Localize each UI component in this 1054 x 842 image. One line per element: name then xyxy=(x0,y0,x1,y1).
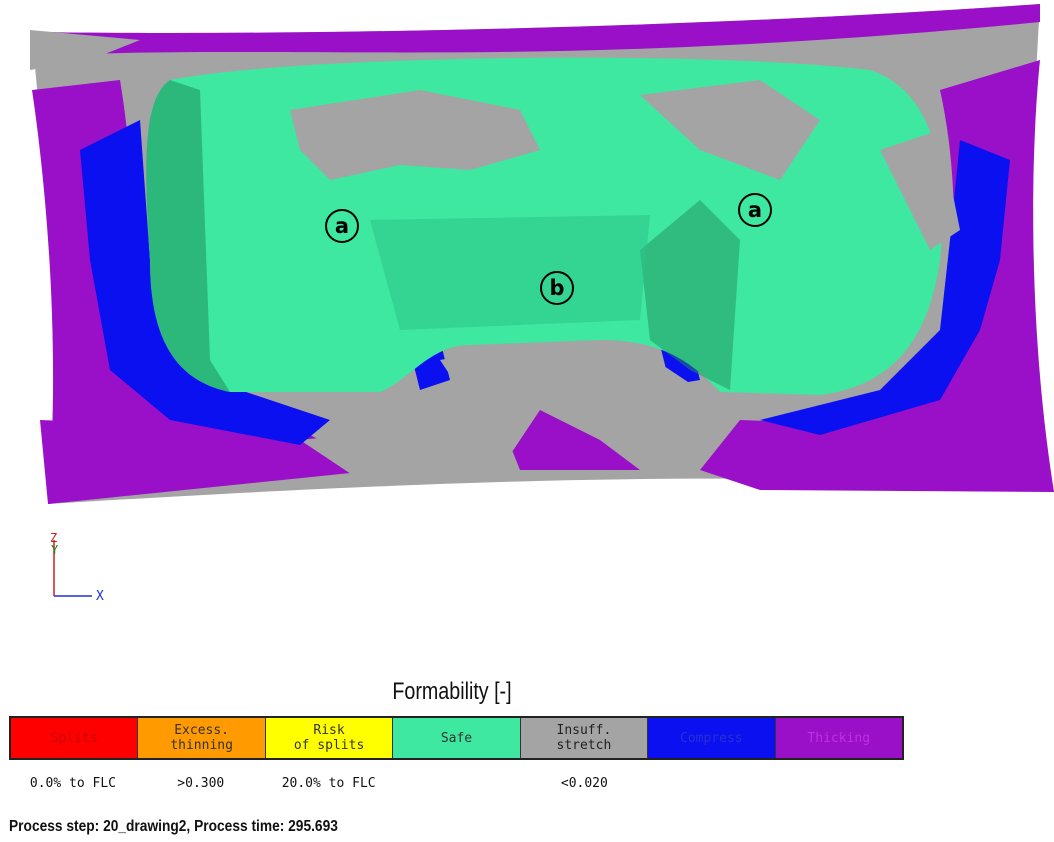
process-step-info: Process step: 20_drawing2, Process time:… xyxy=(9,818,338,835)
callout-a-left: a xyxy=(325,209,359,243)
callout-b: b xyxy=(540,271,574,305)
y-axis-label: Y xyxy=(51,543,59,557)
svg-text:a: a xyxy=(748,198,762,222)
axis-triad: Z Y X xyxy=(50,531,104,604)
svg-text:a: a xyxy=(335,214,349,238)
legend-value xyxy=(776,776,904,792)
part-shading-valley xyxy=(640,200,740,390)
thicking-region-bottom-center xyxy=(500,410,640,470)
x-axis-label: X xyxy=(96,589,104,604)
insuff-stretch-patch-center xyxy=(290,90,540,180)
legend-value: <0.020 xyxy=(560,776,608,791)
svg-text:b: b xyxy=(549,276,564,300)
insuff-stretch-patch-bottom xyxy=(300,420,520,480)
compress-region-right xyxy=(760,140,1010,435)
formability-contour-plot: a b a xyxy=(30,4,1054,504)
legend-value xyxy=(648,776,776,792)
legend-segment-excess-thinning: Excess. thinning xyxy=(138,718,266,758)
insuff-stretch-patch-top xyxy=(30,30,140,70)
thicking-region-bottom-right xyxy=(700,420,1054,492)
formability-legend-values: 0.0% to FLC >0.300 20.0% to FLC <0.020 xyxy=(9,776,904,792)
insuff-stretch-patch-far-right xyxy=(880,130,960,250)
legend-segment-safe: Safe xyxy=(393,718,521,758)
part-shading-center xyxy=(370,215,650,330)
insuff-stretch-patch-lower-center xyxy=(440,345,700,430)
compress-region-left xyxy=(80,120,330,445)
thicking-region-top xyxy=(32,4,1040,58)
legend-segment-insuff-stretch: Insuff. stretch xyxy=(520,718,649,758)
formability-legend-bar: Splits Excess. thinning Risk of splits Safe… xyxy=(9,716,904,760)
callout-a-right: a xyxy=(738,193,772,227)
part-shading-left xyxy=(146,80,230,392)
legend-segment-splits: Splits xyxy=(11,718,139,758)
z-axis-label: Z xyxy=(50,531,57,545)
legend-segment-thicking: Thicking xyxy=(775,718,902,758)
legend-value: 20.0% to FLC xyxy=(281,776,376,791)
legend-value: 0.0% to FLC xyxy=(29,776,116,791)
legend-segment-compress: Compress xyxy=(648,718,776,758)
insuff-stretch-patch-upper-right xyxy=(640,80,820,180)
legend-value: >0.300 xyxy=(177,776,225,791)
legend-title: Formability [-] xyxy=(392,678,512,705)
legend-segment-risk-of-splits: Risk of splits xyxy=(265,718,394,758)
legend-value xyxy=(393,776,521,792)
